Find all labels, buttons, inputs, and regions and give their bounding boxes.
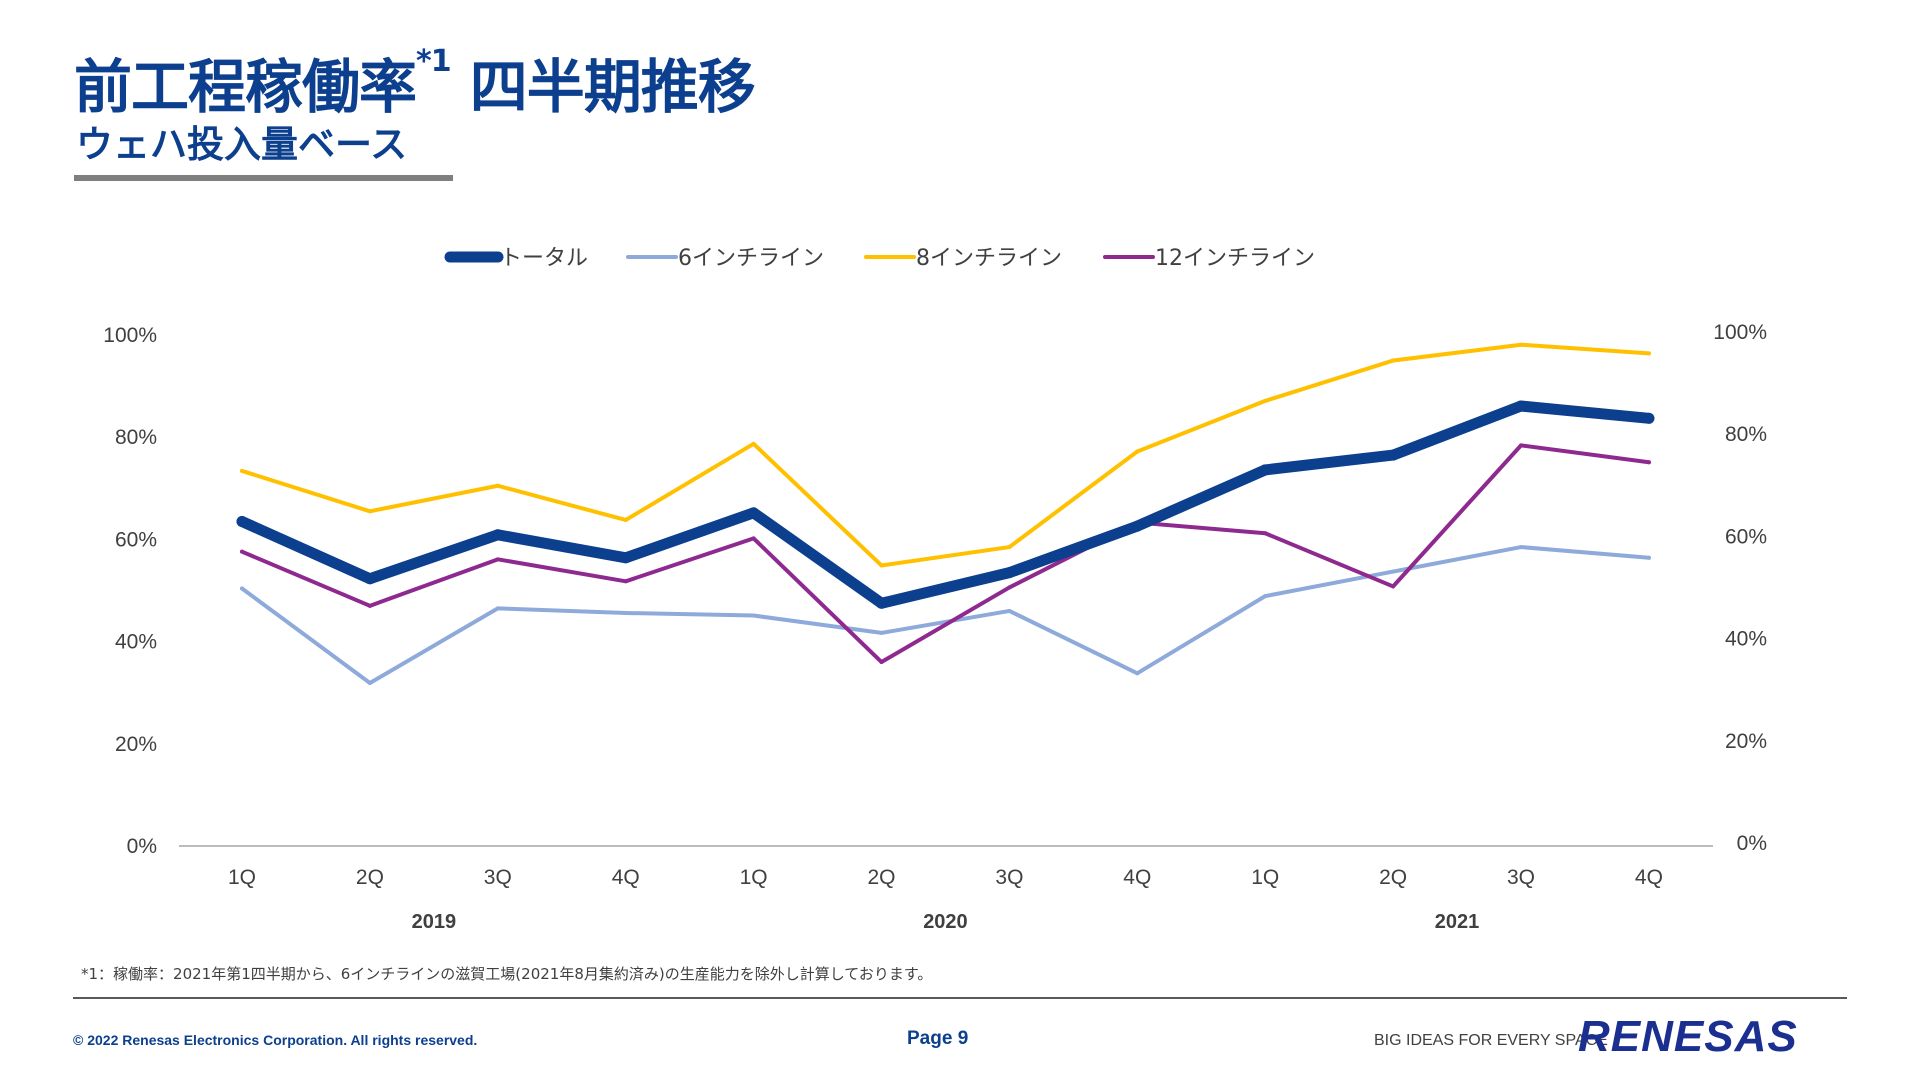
- x-tick-label: 1Q: [1251, 866, 1279, 889]
- year-group-label: 2021: [1435, 911, 1480, 933]
- page-title: 前工程稼働率*1 四半期推移: [74, 40, 756, 124]
- tagline: BIG IDEAS FOR EVERY SPACE: [1374, 1032, 1608, 1049]
- data-point-1: [623, 610, 628, 615]
- data-point-2: [623, 517, 628, 522]
- x-tick-label: 3Q: [1507, 866, 1535, 889]
- page-subtitle: ウェハ投入量ベース: [76, 123, 408, 166]
- data-point-1: [879, 630, 884, 635]
- data-point-3: [1646, 460, 1651, 465]
- series-line-3: [240, 443, 1651, 665]
- x-tick-label: 1Q: [228, 866, 256, 889]
- copyright: © 2022 Renesas Electronics Corporation. …: [73, 1032, 478, 1048]
- x-tick-label: 4Q: [1123, 866, 1151, 889]
- data-point-3: [1007, 585, 1012, 590]
- data-point-1: [1007, 608, 1012, 613]
- data-point-2: [1646, 351, 1651, 356]
- y-tick-label-left: 60%: [115, 528, 157, 551]
- x-tick-label: 4Q: [1635, 866, 1663, 889]
- data-point-0: [1387, 449, 1399, 461]
- footer-divider: [73, 997, 1847, 999]
- page-number: Page 9: [907, 1028, 969, 1049]
- data-point-0: [236, 516, 248, 528]
- title-footnote-mark: *1: [416, 44, 452, 79]
- series-line-2: [240, 342, 1651, 568]
- legend-label: トータル: [500, 246, 588, 271]
- line-chart: 0% 20% 40% 60% 80% 100% 0% 20% 40% 60% 80% 100% 1Q 2Q…: [103, 246, 1767, 933]
- data-point-0: [748, 507, 760, 519]
- data-point-3: [1391, 584, 1396, 589]
- data-point-1: [751, 613, 756, 618]
- y-tick-label-right: 20%: [1725, 730, 1767, 753]
- data-point-3: [1519, 443, 1523, 448]
- data-point-2: [751, 441, 756, 446]
- data-point-2: [1519, 342, 1523, 347]
- y-tick-label-right: 40%: [1725, 628, 1767, 651]
- footnote: *1：稼働率：2021年第1四半期から、6インチラインの滋賀工場(2021年8月…: [81, 965, 933, 983]
- y-tick-label-left: 100%: [103, 324, 157, 347]
- data-point-1: [240, 586, 244, 591]
- data-point-0: [492, 529, 504, 541]
- data-point-2: [1007, 545, 1012, 550]
- data-point-2: [495, 483, 500, 488]
- y-tick-label-right: 100%: [1713, 321, 1767, 344]
- year-group-label: 2020: [923, 911, 968, 933]
- data-point-0: [1643, 412, 1655, 424]
- data-point-1: [1135, 671, 1140, 676]
- title-rest: 四半期推移: [450, 53, 756, 121]
- series-line-1: [240, 545, 1651, 685]
- title-main: 前工程稼働率: [74, 53, 417, 121]
- data-point-1: [495, 606, 500, 611]
- x-tick-label: 2Q: [1379, 866, 1407, 889]
- data-point-2: [240, 468, 244, 473]
- data-point-0: [620, 552, 632, 564]
- x-tick-label: 1Q: [740, 866, 768, 889]
- y-tick-label-left: 0%: [127, 835, 157, 858]
- x-tick-label: 3Q: [484, 866, 512, 889]
- data-point-2: [1135, 449, 1140, 454]
- data-point-2: [367, 509, 372, 514]
- data-point-1: [1391, 569, 1396, 574]
- data-point-3: [879, 660, 884, 665]
- y-tick-label-left: 20%: [115, 733, 157, 756]
- legend-label: 12インチライン: [1155, 246, 1315, 271]
- y-tick-label-right: 80%: [1725, 423, 1767, 446]
- x-tick-label: 4Q: [612, 866, 640, 889]
- legend-label: 6インチライン: [678, 246, 824, 271]
- renesas-logo: RENESAS: [1578, 1012, 1798, 1061]
- series-line-0: [236, 400, 1655, 609]
- data-point-3: [367, 603, 372, 608]
- data-point-1: [1646, 555, 1651, 560]
- legend-label: 8インチライン: [916, 246, 1062, 271]
- data-point-0: [1259, 464, 1271, 476]
- data-point-3: [623, 579, 628, 584]
- y-tick-label-right: 60%: [1725, 525, 1767, 548]
- data-point-0: [364, 573, 376, 585]
- data-point-0: [1131, 520, 1143, 532]
- data-point-2: [1391, 358, 1396, 363]
- data-point-1: [1263, 594, 1268, 599]
- x-tick-label: 2Q: [867, 866, 895, 889]
- data-point-3: [751, 536, 756, 541]
- y-tick-label-left: 80%: [115, 426, 157, 449]
- y-tick-label-left: 40%: [115, 631, 157, 654]
- data-point-3: [1263, 531, 1268, 536]
- y-tick-label-right: 0%: [1737, 832, 1767, 855]
- title-underline: [74, 175, 453, 181]
- data-point-3: [495, 557, 500, 562]
- data-point-1: [367, 680, 372, 685]
- year-group-label: 2019: [412, 911, 457, 933]
- data-point-2: [879, 563, 884, 568]
- x-tick-label: 3Q: [995, 866, 1023, 889]
- data-point-3: [240, 549, 244, 554]
- data-point-2: [1263, 398, 1268, 403]
- data-point-0: [876, 597, 887, 609]
- data-point-0: [1003, 567, 1015, 579]
- x-tick-label: 2Q: [356, 866, 384, 889]
- data-point-0: [1515, 400, 1527, 412]
- data-point-1: [1519, 545, 1523, 550]
